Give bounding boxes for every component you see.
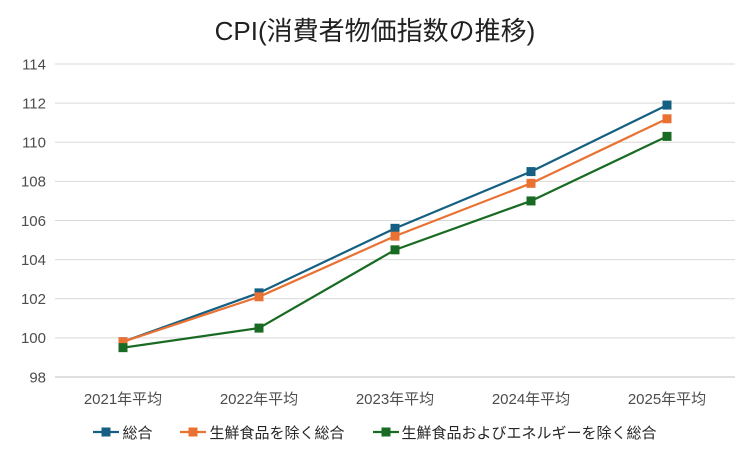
y-axis-tick-104: 104 [21, 252, 46, 269]
series-0-marker-4 [662, 100, 672, 110]
series-2-marker-2 [390, 245, 400, 255]
series-1-marker-0 [118, 337, 128, 347]
series-line-0 [122, 104, 668, 343]
series-line-2 [122, 135, 668, 349]
legend-swatch-icon [93, 427, 120, 437]
y-axis-tick-102: 102 [21, 291, 46, 308]
legend-swatch-icon [372, 427, 399, 437]
series-2-marker-3 [526, 196, 536, 206]
series-1-marker-3 [526, 178, 536, 188]
legend-item-0: 総合 [93, 422, 152, 443]
legend-item-2: 生鮮食品およびエネルギーを除く総合 [372, 422, 657, 443]
chart-legend: 総合 生鮮食品を除く総合 生鮮食品およびエネルギーを除く総合 [0, 419, 750, 445]
series-1-marker-4 [662, 114, 672, 124]
series-1-marker-2 [390, 231, 400, 241]
y-axis-tick-100: 100 [21, 330, 46, 347]
series-1-marker-1 [254, 292, 264, 302]
x-axis-label-0: 2021年平均 [84, 391, 162, 408]
x-axis-label-3: 2024年平均 [492, 391, 570, 408]
legend-label-2: 生鮮食品およびエネルギーを除く総合 [401, 424, 657, 442]
y-axis-tick-114: 114 [22, 56, 46, 73]
y-axis-tick-110: 110 [22, 135, 46, 152]
y-axis-tick-98: 98 [29, 369, 46, 386]
series-0-marker-2 [390, 223, 400, 233]
y-axis-tick-112: 112 [22, 95, 46, 112]
x-axis-label-2: 2023年平均 [356, 391, 434, 408]
legend-swatch-icon [180, 427, 207, 437]
chart-title: CPI(消費者物価指数の推移) [214, 16, 536, 46]
series-2-marker-4 [662, 131, 672, 141]
legend-label-0: 総合 [122, 424, 153, 442]
y-axis-tick-108: 108 [21, 174, 46, 191]
legend-item-1: 生鮮食品を除く総合 [180, 422, 345, 443]
x-axis-label-1: 2022年平均 [220, 391, 298, 408]
series-2-marker-0 [118, 343, 128, 353]
x-axis-label-4: 2025年平均 [628, 391, 706, 408]
series-2-marker-1 [254, 323, 264, 333]
series-0-marker-3 [526, 167, 536, 177]
line-chart-plot-area: 98 100 102 104 106 108 110 112 114 2021年平均 2022年平均… [21, 56, 735, 408]
legend-label-1: 生鮮食品を除く総合 [209, 424, 345, 442]
y-axis-tick-106: 106 [21, 213, 46, 230]
